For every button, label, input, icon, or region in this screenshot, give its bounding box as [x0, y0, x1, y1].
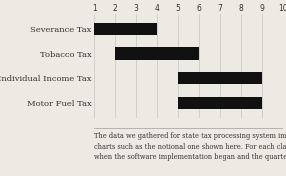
Bar — [94, 23, 157, 35]
Bar — [115, 47, 199, 60]
Bar — [178, 72, 262, 84]
Bar — [178, 97, 262, 109]
Text: The data we gathered for state tax processing system implementations took the fo: The data we gathered for state tax proce… — [94, 132, 286, 161]
